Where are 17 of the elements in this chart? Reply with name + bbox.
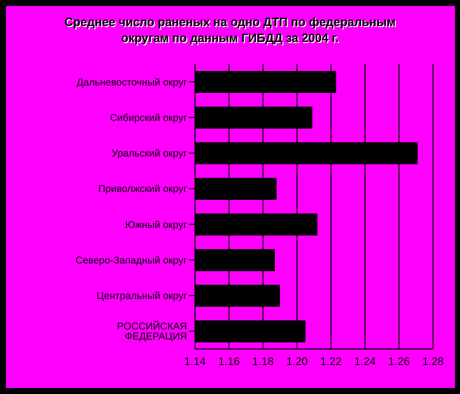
x-tick-label: 1.26 <box>388 356 410 368</box>
x-tick-label: 1.20 <box>286 356 308 368</box>
y-tick-label: Южный округ <box>125 220 188 231</box>
x-tick-label: 1.24 <box>354 356 376 368</box>
x-tick-label: 1.22 <box>320 356 342 368</box>
y-tick-label: Центральный округ <box>96 291 188 302</box>
y-tick-label: Дальневосточный округ <box>76 77 188 88</box>
chart-title: Среднее число раненых на одно ДТП по федеральным округам по данным ГИБДД за 2004 г. <box>63 14 397 46</box>
y-tick-label: Приволжский округ <box>98 184 188 196</box>
y-tick-label: Северо-Западный округ <box>75 255 188 266</box>
x-tick-label: 1.28 <box>422 356 444 368</box>
x-tick-label: 1.18 <box>252 356 274 368</box>
x-tick-label: 1.16 <box>218 356 240 368</box>
y-tick-label: Сибирский округ <box>110 112 188 124</box>
y-tick-label: Уральский округ <box>112 148 188 160</box>
y-tick-label: РОССИЙСКАЯ ФЕДЕРАЦИЯ <box>117 320 187 343</box>
x-tick-label: 1.14 <box>184 356 206 368</box>
